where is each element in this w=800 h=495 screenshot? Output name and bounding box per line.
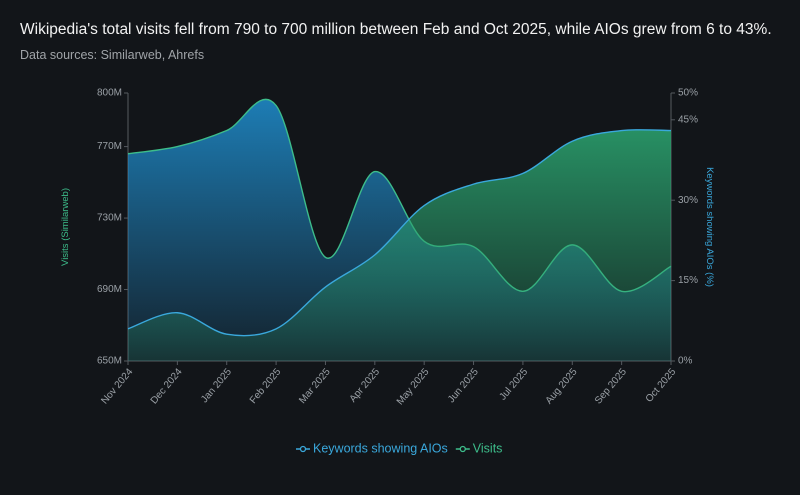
y-tick-label: 730M: [97, 213, 122, 224]
y2-tick-label: 30%: [678, 195, 698, 206]
line: [127, 129, 672, 337]
y2-tick-label: 15%: [678, 275, 698, 286]
legend-marker[interactable]: [299, 445, 307, 453]
legend-label[interactable]: Visits: [473, 441, 503, 455]
y-tick-label: 800M: [97, 88, 122, 99]
legend-marker[interactable]: [459, 445, 466, 453]
chart-title: Wikipedia's total visits fell from 790 t…: [20, 21, 772, 38]
area: [128, 129, 671, 361]
legend-label[interactable]: Keywords showing AIOs: [313, 441, 448, 455]
y-axis-title: Visits (Similarweb): [60, 188, 71, 266]
y2-tick-label: 50%: [678, 88, 698, 99]
y-tick-label: 770M: [97, 141, 122, 152]
chart-subtitle: Data sources: Similarweb, Ahrefs: [20, 48, 204, 62]
y-tick-label: 650M: [97, 356, 122, 367]
y-tick-label: 690M: [97, 284, 122, 295]
y2-axis-title: Keywords showing AIOs (%): [704, 167, 715, 287]
y2-tick-label: 0%: [678, 356, 693, 367]
y2-tick-label: 45%: [678, 114, 698, 125]
